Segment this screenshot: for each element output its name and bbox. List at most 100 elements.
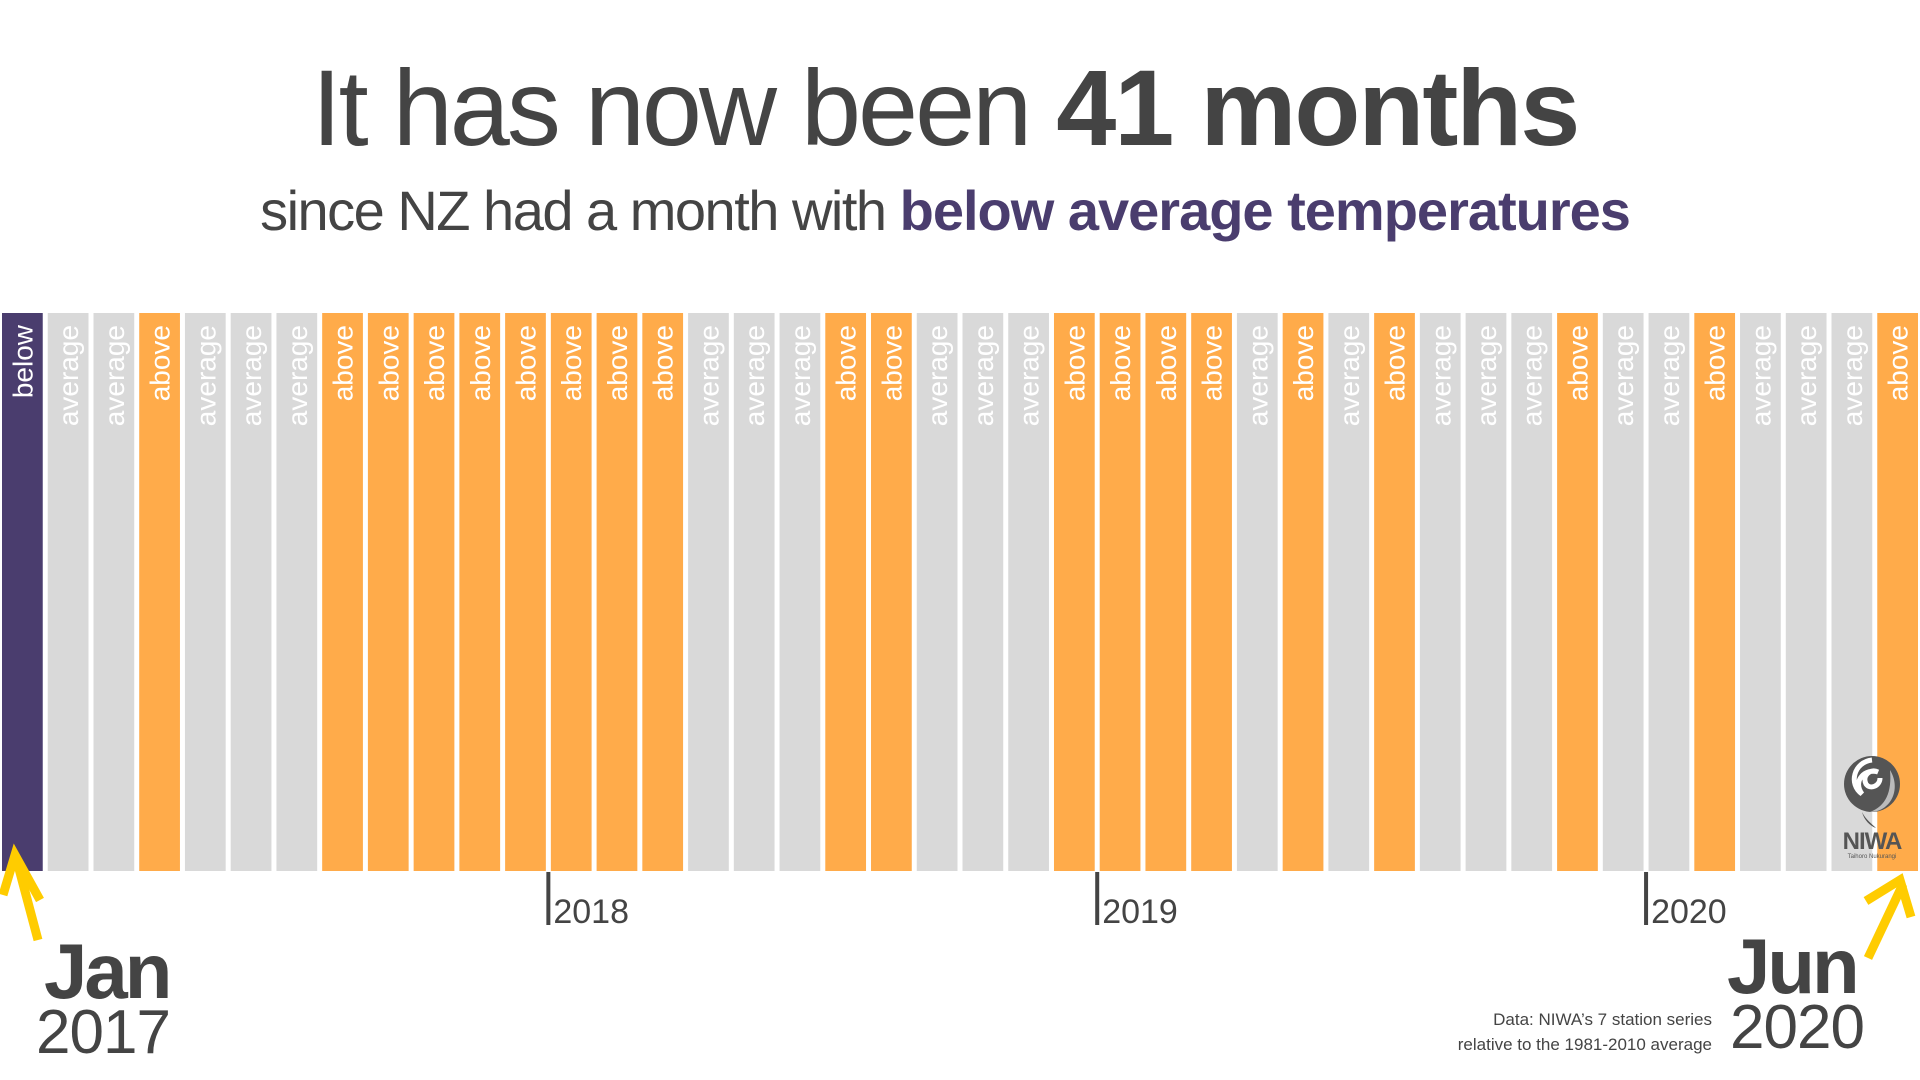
start-arrow-icon — [13, 863, 43, 942]
bar-label-2020-06: above — [1883, 325, 1914, 401]
subheadline: since NZ had a month with below average … — [0, 178, 1890, 244]
bar-2018-01 — [550, 313, 592, 871]
bar-label-2019-05: above — [1288, 325, 1319, 401]
year-ticks-group: 2018 2019 2020 — [546, 872, 1727, 931]
bar-label-2017-05: average — [190, 325, 221, 426]
bar-label-2019-01: above — [1105, 325, 1136, 401]
bar-label-2020-03: average — [1745, 325, 1776, 426]
niwa-logo: NIWA Taihoro Nukurangi — [1832, 750, 1912, 865]
bar-label-2018-07: above — [831, 325, 862, 401]
bar-label-2017-06: average — [236, 325, 267, 426]
bar-label-2018-04: average — [693, 325, 724, 426]
bar-label-2017-10: above — [419, 325, 450, 401]
year-tick-label-2018: 2018 — [553, 893, 629, 931]
bar-label-2018-12: above — [1059, 325, 1090, 401]
start-arrow-head-icon — [0, 843, 44, 903]
bar-2017-04 — [139, 313, 180, 871]
bar-label-2017-08: above — [328, 325, 359, 401]
bar-2019-05 — [1282, 313, 1324, 871]
end-month-label: Jun — [1727, 922, 1857, 1010]
bar-label-2018-02: above — [602, 325, 633, 401]
headline-emphasis: 41 months — [1056, 47, 1580, 168]
bar-2017-07 — [276, 313, 318, 871]
bar-2019-01 — [1099, 313, 1141, 871]
bar-label-2020-04: average — [1791, 325, 1822, 426]
end-markers-group: Jan 2017 Jun 2020 — [0, 843, 1916, 1067]
start-month-label: Jan — [44, 927, 169, 1015]
bar-label-2017-03: average — [99, 325, 130, 426]
bar-label-2019-06: average — [1334, 325, 1365, 426]
niwa-swirl-icon — [1844, 756, 1900, 828]
bar-2018-04 — [688, 313, 729, 871]
bar-2019-04 — [1236, 313, 1278, 871]
bar-2020-01 — [1648, 313, 1690, 871]
subheadline-prefix: since NZ had a month with — [260, 179, 900, 242]
bar-label-2018-11: average — [1014, 325, 1045, 426]
bar-label-2019-09: average — [1471, 325, 1502, 426]
bar-2017-09 — [367, 313, 409, 871]
bar-2018-08 — [871, 313, 912, 871]
bar-label-2020-01: average — [1654, 325, 1685, 426]
bar-label-2018-06: average — [785, 325, 816, 426]
bars-group: below average average above average average av… — [2, 313, 1918, 871]
bar-label-2018-05: average — [739, 325, 770, 426]
bar-label-2017-12: above — [510, 325, 541, 401]
bar-2020-04 — [1785, 313, 1827, 871]
source-line-2: relative to the 1981-2010 average — [1457, 1035, 1712, 1054]
bar-2019-12 — [1602, 313, 1644, 871]
bar-2017-05 — [184, 313, 226, 871]
bar-label-2019-02: above — [1151, 325, 1182, 401]
bar-label-2017-02: average — [53, 325, 84, 426]
bar-label-2018-03: above — [648, 325, 679, 401]
bar-2018-02 — [596, 313, 638, 871]
bar-2017-12 — [505, 313, 546, 871]
bar-label-2020-05: average — [1837, 325, 1868, 426]
bar-2019-07 — [1374, 313, 1415, 871]
bar-label-2017-01: below — [7, 324, 38, 398]
end-year-label: 2020 — [1730, 993, 1864, 1062]
bar-2017-11 — [459, 313, 501, 871]
bar-2019-08 — [1419, 313, 1461, 871]
bar-2019-02 — [1145, 313, 1187, 871]
bar-2020-03 — [1740, 313, 1781, 871]
bar-label-2018-08: above — [876, 325, 907, 401]
headline: It has now been 41 months — [0, 48, 1890, 168]
bar-2018-06 — [779, 313, 821, 871]
logo-wordmark: NIWA — [1842, 828, 1903, 855]
year-tick-label-2020: 2020 — [1651, 893, 1727, 931]
year-tick-2019 — [1095, 872, 1100, 925]
bar-2017-02 — [47, 313, 89, 871]
bar-label-2019-12: average — [1608, 325, 1639, 426]
bar-2019-11 — [1557, 313, 1598, 871]
data-source-note: Data: NIWA’s 7 station series relative t… — [1458, 1007, 1712, 1057]
source-line-1: Data: NIWA’s 7 station series — [1493, 1010, 1712, 1029]
bar-label-2018-01: above — [556, 325, 587, 401]
bar-label-2018-09: average — [922, 325, 953, 426]
bar-2019-10 — [1511, 313, 1553, 871]
bar-label-2017-11: above — [465, 325, 496, 401]
start-year-label: 2017 — [36, 998, 170, 1067]
bar-label-2019-08: average — [1425, 325, 1456, 426]
bar-label-2019-07: above — [1380, 325, 1411, 401]
bar-2019-09 — [1465, 313, 1507, 871]
bar-2018-10 — [962, 313, 1004, 871]
bar-label-2019-10: average — [1517, 325, 1548, 426]
logo-tagline: Taihoro Nukurangi — [1847, 854, 1897, 860]
bar-label-2019-04: average — [1242, 325, 1273, 426]
bar-label-2017-09: above — [373, 325, 404, 401]
bar-2017-06 — [230, 313, 272, 871]
bar-2017-08 — [322, 313, 363, 871]
bar-2020-02 — [1694, 313, 1736, 871]
subheadline-emphasis: below average temperatures — [899, 179, 1631, 242]
year-tick-2020 — [1644, 872, 1649, 925]
bar-2019-03 — [1191, 313, 1232, 871]
bar-2018-05 — [733, 313, 775, 871]
bar-2018-07 — [825, 313, 867, 871]
year-tick-label-2019: 2019 — [1102, 893, 1178, 931]
end-arrow-icon — [1863, 882, 1908, 960]
bar-2017-10 — [413, 313, 455, 871]
bar-2018-11 — [1008, 313, 1049, 871]
end-arrow-head-icon — [1863, 873, 1916, 919]
bar-2018-12 — [1053, 313, 1095, 871]
